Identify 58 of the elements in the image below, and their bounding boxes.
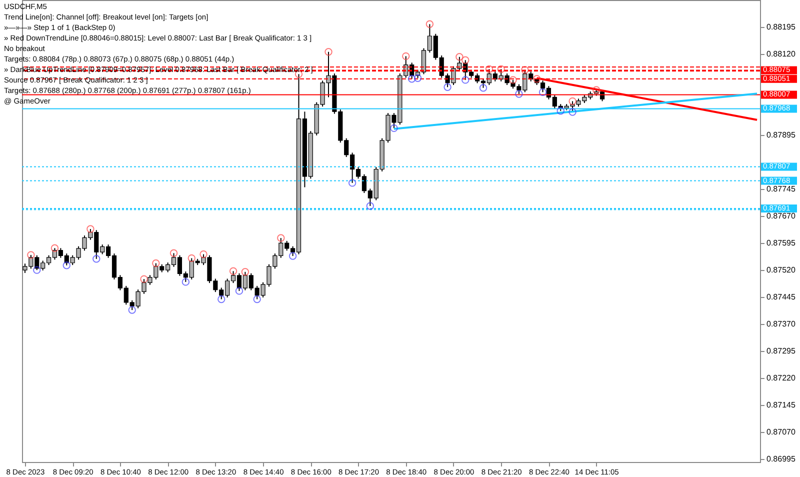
point bbox=[426, 20, 434, 28]
point bbox=[592, 86, 600, 94]
y-tick-label: 0.87595 bbox=[766, 238, 796, 248]
point bbox=[253, 295, 261, 304]
point bbox=[33, 266, 41, 274]
point bbox=[277, 234, 285, 242]
point bbox=[497, 65, 505, 73]
point bbox=[456, 53, 464, 61]
y-tick-label: 0.87145 bbox=[766, 400, 796, 410]
point bbox=[27, 251, 35, 259]
point bbox=[200, 250, 208, 258]
point bbox=[50, 244, 59, 252]
point bbox=[229, 267, 238, 275]
point bbox=[485, 65, 494, 73]
point bbox=[86, 225, 94, 233]
point bbox=[414, 74, 422, 82]
y-tick-label: 0.88120 bbox=[766, 50, 796, 59]
point bbox=[390, 124, 398, 132]
point bbox=[182, 278, 190, 286]
point bbox=[538, 88, 547, 96]
y-tick-label: 0.87670 bbox=[766, 212, 796, 221]
point bbox=[366, 202, 374, 210]
point bbox=[152, 259, 160, 268]
point bbox=[568, 97, 576, 106]
y-tick-label: 0.86995 bbox=[766, 454, 796, 464]
point bbox=[509, 76, 517, 84]
y-tick-label: 0.87295 bbox=[766, 346, 796, 356]
y-tick-label: 0.87745 bbox=[766, 184, 796, 194]
point bbox=[218, 295, 226, 304]
point bbox=[92, 255, 100, 263]
point bbox=[348, 179, 356, 187]
point bbox=[235, 287, 244, 295]
y-tick-label: 0.87445 bbox=[766, 292, 796, 302]
point bbox=[556, 107, 564, 115]
y-tick-label: 0.88195 bbox=[766, 22, 796, 32]
point bbox=[62, 262, 70, 270]
point bbox=[462, 76, 470, 84]
point bbox=[241, 268, 250, 276]
y-tick-label: 0.87070 bbox=[766, 428, 796, 437]
point bbox=[128, 306, 136, 314]
y-tick-label: 0.87220 bbox=[766, 374, 796, 383]
point bbox=[479, 84, 488, 92]
point bbox=[170, 249, 178, 257]
point bbox=[288, 252, 297, 260]
point bbox=[444, 83, 452, 91]
point bbox=[532, 75, 541, 83]
point bbox=[462, 56, 470, 64]
point bbox=[568, 108, 576, 116]
point bbox=[521, 66, 529, 74]
point bbox=[515, 90, 523, 98]
point bbox=[408, 75, 416, 83]
point bbox=[402, 52, 410, 60]
point bbox=[324, 48, 332, 56]
y-tick-label: 0.87520 bbox=[766, 266, 796, 275]
y-tick-label: 0.87895 bbox=[766, 130, 796, 140]
point bbox=[188, 254, 196, 262]
y-tick-label: 0.87370 bbox=[766, 320, 796, 329]
point bbox=[140, 275, 148, 283]
